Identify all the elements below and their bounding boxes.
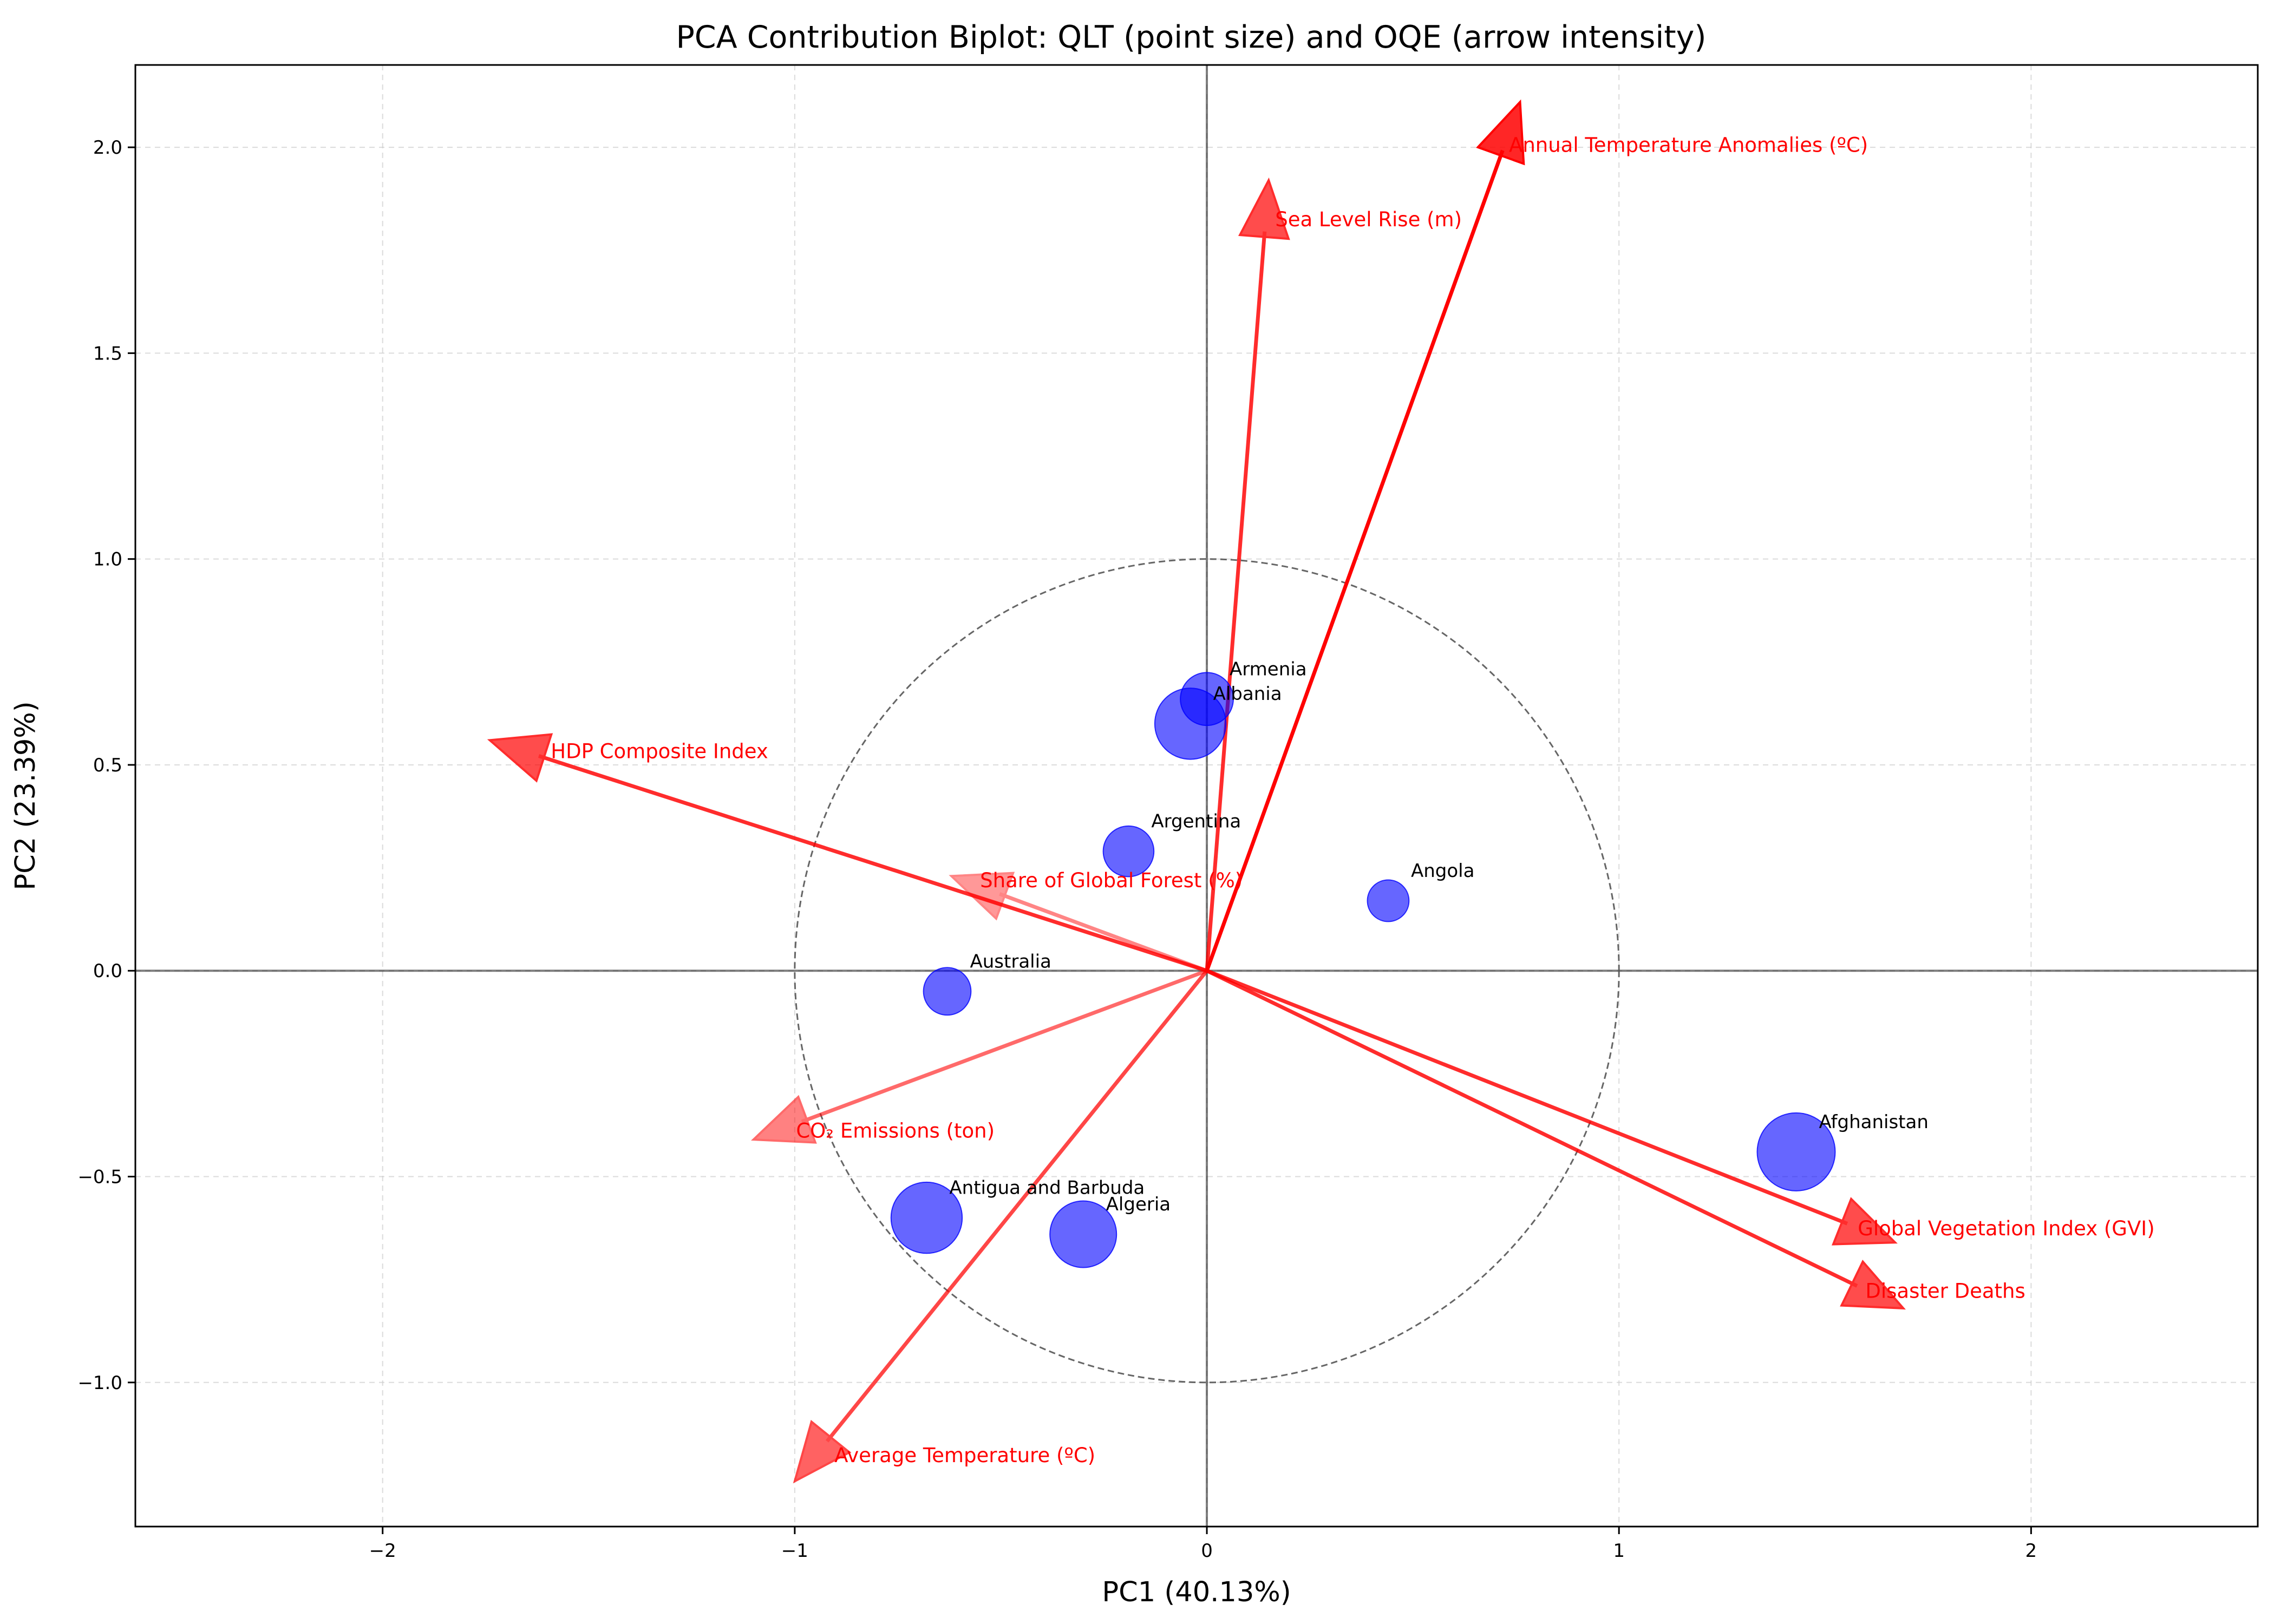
- loading-arrow-disaster-deaths: [1206, 969, 1906, 1310]
- arrow-label-global-vegetation-index-gvi: Global Vegetation Index (GVI): [1858, 1217, 2154, 1240]
- arrow-label-sea-level-rise-m: Sea Level Rise (m): [1275, 208, 1462, 231]
- x-tick-label: 0: [1201, 1540, 1213, 1562]
- plot-frame: [134, 64, 2259, 1528]
- y-tick-label: −0.5: [77, 1167, 122, 1188]
- point-algeria: [1049, 1200, 1118, 1268]
- arrow-head: [793, 1419, 852, 1484]
- point-label-albania: Albania: [1213, 683, 1282, 705]
- arrow-label-hdp-composite-index: HDP Composite Index: [551, 740, 768, 763]
- observation-points: [890, 672, 1836, 1268]
- point-label-algeria: Algeria: [1106, 1194, 1171, 1215]
- arrow-head: [1840, 1260, 1906, 1310]
- point-armenia: [1180, 672, 1234, 726]
- arrow-label-share-of-global-forest: Share of Global Forest (%): [980, 869, 1243, 892]
- point-afghanistan: [1756, 1112, 1836, 1191]
- loading-arrow-share-of-global-forest: [949, 872, 1208, 973]
- arrow-label-disaster-deaths: Disaster Deaths: [1865, 1280, 2025, 1303]
- loading-arrow-sea-level-rise-m: [1205, 177, 1290, 971]
- unit-circle-layer: [794, 558, 1620, 1384]
- y-tick-label: 0.0: [93, 960, 122, 982]
- arrow-shaft: [801, 968, 1208, 1124]
- arrow-label-co-emissions-ton: CO₂ Emissions (ton): [796, 1119, 995, 1142]
- arrow-label-average-temperature-c: Average Temperature (ºC): [834, 1444, 1095, 1467]
- arrow-shaft: [825, 970, 1208, 1443]
- x-tick-label: −2: [369, 1540, 396, 1562]
- arrow-shaft: [998, 892, 1208, 973]
- arrow-head: [1832, 1197, 1898, 1246]
- point-label-antigua-and-barbuda: Antigua and Barbuda: [949, 1177, 1145, 1199]
- zero-lines: [135, 65, 2258, 1527]
- arrow-shaft: [1206, 969, 1858, 1288]
- x-tick-label: 2: [2025, 1540, 2037, 1562]
- loading-arrow-average-temperature-c: [793, 970, 1208, 1484]
- y-axis-title: PC2 (23.39%): [10, 701, 42, 890]
- x-axis-title: PC1 (40.13%): [1102, 1576, 1291, 1608]
- arrow-head: [949, 872, 1015, 921]
- arrow-head: [750, 1095, 817, 1144]
- point-argentina: [1102, 825, 1155, 878]
- y-tick-label: 0.5: [93, 755, 122, 776]
- point-antigua-and-barbuda: [890, 1181, 963, 1254]
- y-tick-label: 1.0: [93, 549, 122, 571]
- point-label-afghanistan: Afghanistan: [1819, 1111, 1928, 1133]
- point-label-australia: Australia: [970, 951, 1051, 972]
- loading-arrows: [487, 99, 1906, 1484]
- y-axis-ticks: −1.0 −0.5 0.0 0.5 1.0 1.5 2.0: [77, 137, 135, 1394]
- x-tick-label: 1: [1613, 1540, 1625, 1562]
- loading-arrow-co-emissions-ton: [750, 968, 1208, 1144]
- y-tick-label: 1.5: [93, 343, 122, 364]
- y-tick-label: 2.0: [93, 137, 122, 159]
- arrow-labels: Annual Temperature Anomalies (ºC) Sea Lev…: [551, 134, 2154, 1467]
- chart-title: PCA Contribution Biplot: QLT (point size…: [676, 19, 1706, 55]
- arrow-shaft: [1206, 968, 1848, 1226]
- point-australia: [923, 967, 972, 1016]
- loading-arrow-global-vegetation-index-gvi: [1206, 968, 1898, 1246]
- arrow-head: [1238, 177, 1290, 240]
- point-label-armenia: Armenia: [1230, 658, 1307, 680]
- plot-area-background: [135, 65, 2258, 1527]
- loading-arrow-annual-temperature-anomalies-c: [1205, 99, 1525, 972]
- arrow-shaft: [1205, 149, 1505, 972]
- y-tick-label: −1.0: [77, 1372, 122, 1394]
- arrow-head: [487, 733, 553, 783]
- arrow-head: [1476, 99, 1525, 166]
- arrow-shaft: [538, 754, 1208, 973]
- loading-arrow-hdp-composite-index: [487, 733, 1208, 973]
- point-label-angola: Angola: [1411, 860, 1474, 882]
- x-tick-label: −1: [781, 1540, 808, 1562]
- point-angola: [1367, 879, 1410, 922]
- arrow-label-annual-temperature-anomalies-c: Annual Temperature Anomalies (ºC): [1509, 134, 1868, 157]
- point-label-argentina: Argentina: [1151, 811, 1241, 833]
- observation-labels: Afghanistan Albania Algeria Angola Antigua a…: [949, 658, 1928, 1215]
- x-axis-ticks: −2 −1 0 1 2: [369, 1527, 2037, 1562]
- unit-circle: [794, 558, 1620, 1384]
- arrow-shaft: [1205, 231, 1267, 971]
